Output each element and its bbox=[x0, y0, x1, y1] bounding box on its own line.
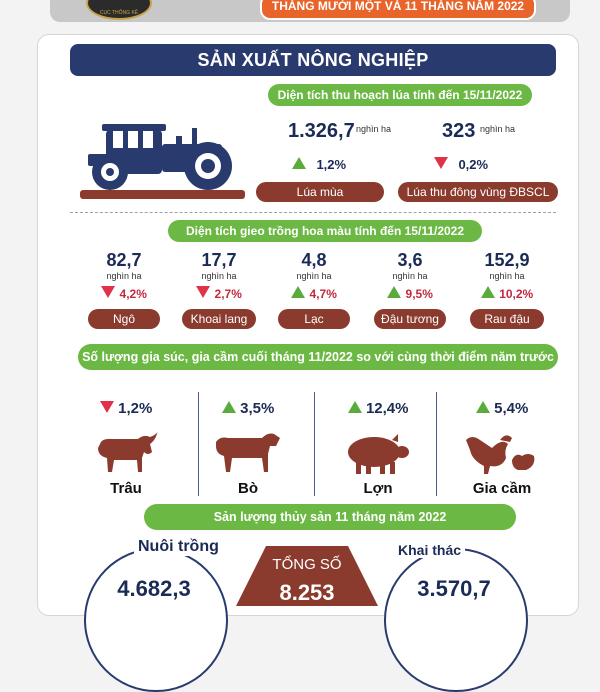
rice-value: 1.326,7 bbox=[288, 120, 355, 142]
divider bbox=[70, 212, 556, 213]
total-label: TỔNG SỐ bbox=[272, 556, 342, 573]
separator bbox=[314, 392, 315, 496]
down-arrow-icon bbox=[434, 157, 448, 169]
livestock-item-lon: 12,4% bbox=[340, 400, 416, 418]
crop-value: 17,7 bbox=[201, 250, 237, 270]
crop-change: 9,5% bbox=[405, 287, 433, 301]
crop-item-lac: 4,8 nghìn ha 4,7% Lạc bbox=[278, 250, 350, 329]
livestock-heading: Số lượng gia súc, gia cầm cuối tháng 11/… bbox=[78, 344, 558, 370]
livestock-change: 12,4% bbox=[365, 400, 409, 417]
rice-heading: Diện tích thu hoạch lúa tính đến 15/11/2… bbox=[268, 84, 532, 106]
up-arrow-icon bbox=[387, 286, 402, 298]
crop-unit: nghìn ha bbox=[392, 271, 428, 281]
capture-label: Khai thác bbox=[394, 542, 466, 558]
header-banner: THÁNG MƯỜI MỘT VÀ 11 THÁNG NĂM 2022 bbox=[260, 0, 536, 20]
livestock-change: 1,2% bbox=[118, 400, 153, 417]
up-arrow-icon bbox=[221, 401, 236, 413]
down-arrow-icon bbox=[196, 286, 211, 298]
crop-unit: nghìn ha bbox=[489, 271, 525, 281]
rice-unit: nghìn ha bbox=[356, 124, 392, 134]
crop-change: 2,7% bbox=[214, 287, 242, 301]
crop-unit: nghìn ha bbox=[296, 271, 332, 281]
crop-change: 4,2% bbox=[119, 287, 147, 301]
capture-value: 3.570,7 bbox=[417, 576, 491, 601]
crop-item-dau-tuong: 3,6 nghìn ha 9,5% Đậu tương bbox=[374, 250, 446, 329]
down-arrow-icon bbox=[101, 286, 116, 298]
separator bbox=[198, 392, 199, 496]
buffalo-icon bbox=[98, 430, 158, 472]
rice-change: 0,2% bbox=[458, 157, 489, 172]
crop-value: 3,6 bbox=[397, 250, 423, 270]
separator bbox=[436, 392, 437, 496]
fishery-heading: Sản lượng thủy sản 11 tháng năm 2022 bbox=[144, 504, 516, 530]
crop-label: Ngô bbox=[88, 309, 160, 329]
section-title: SẢN XUẤT NÔNG NGHIỆP bbox=[70, 44, 556, 76]
tractor-icon bbox=[80, 124, 245, 199]
crop-change: 10,2% bbox=[499, 287, 534, 301]
crop-item-rau-dau: 152,9 nghìn ha 10,2% Rau đậu bbox=[470, 250, 544, 329]
crop-value: 82,7 bbox=[106, 250, 142, 270]
total-value: 8.253 bbox=[279, 580, 335, 605]
poultry-icon bbox=[466, 435, 535, 474]
crop-value: 152,9 bbox=[484, 250, 530, 270]
pig-icon bbox=[348, 434, 409, 474]
up-arrow-icon bbox=[347, 401, 362, 413]
livestock-change: 3,5% bbox=[240, 400, 275, 417]
rice-label: Lúa thu đông vùng ĐBSCL bbox=[398, 182, 558, 202]
livestock-change: 5,4% bbox=[494, 400, 529, 417]
cow-icon bbox=[216, 433, 280, 472]
aquaculture-circle bbox=[84, 548, 228, 692]
livestock-label: Gia cầm bbox=[472, 480, 532, 497]
livestock-item-gia-cam: 5,4% bbox=[464, 400, 540, 418]
down-arrow-icon bbox=[99, 401, 114, 413]
crop-unit: nghìn ha bbox=[106, 271, 142, 281]
up-arrow-icon bbox=[292, 157, 306, 169]
rice-unit: nghìn ha bbox=[480, 124, 516, 134]
crop-change: 4,7% bbox=[309, 287, 337, 301]
crop-unit: nghìn ha bbox=[201, 271, 237, 281]
total-badge-shape bbox=[236, 546, 378, 606]
livestock-label: Trâu bbox=[110, 480, 142, 497]
rice-label: Lúa mùa bbox=[256, 182, 384, 202]
up-arrow-icon bbox=[475, 401, 490, 413]
crop-label: Đậu tương bbox=[374, 309, 446, 329]
rice-change: 1,2% bbox=[316, 157, 347, 172]
up-arrow-icon bbox=[480, 286, 495, 298]
crop-item-khoai-lang: 17,7 nghìn ha 2,7% Khoai lang bbox=[182, 250, 256, 329]
aquaculture-label: Nuôi trồng bbox=[134, 538, 223, 556]
livestock-label: Lợn bbox=[363, 480, 393, 497]
crop-label: Lạc bbox=[278, 309, 350, 329]
livestock-item-bo: 3,5% bbox=[210, 400, 286, 418]
livestock-label: Bò bbox=[238, 480, 258, 497]
crops-heading: Diện tích gieo trồng hoa màu tính đến 15… bbox=[168, 220, 482, 242]
rice-value: 323 bbox=[442, 120, 476, 142]
crop-label: Khoai lang bbox=[182, 309, 256, 329]
up-arrow-icon bbox=[291, 286, 306, 298]
crop-label: Rau đậu bbox=[470, 309, 544, 329]
logo-text: CỤC THỐNG KÊ bbox=[99, 10, 139, 16]
capture-circle bbox=[384, 548, 528, 692]
crop-item-ngo: 82,7 nghìn ha 4,2% Ngô bbox=[88, 250, 160, 329]
crop-value: 4,8 bbox=[301, 250, 327, 270]
aquaculture-value: 4.682,3 bbox=[117, 576, 191, 601]
livestock-item-trau: 1,2% bbox=[88, 400, 164, 418]
